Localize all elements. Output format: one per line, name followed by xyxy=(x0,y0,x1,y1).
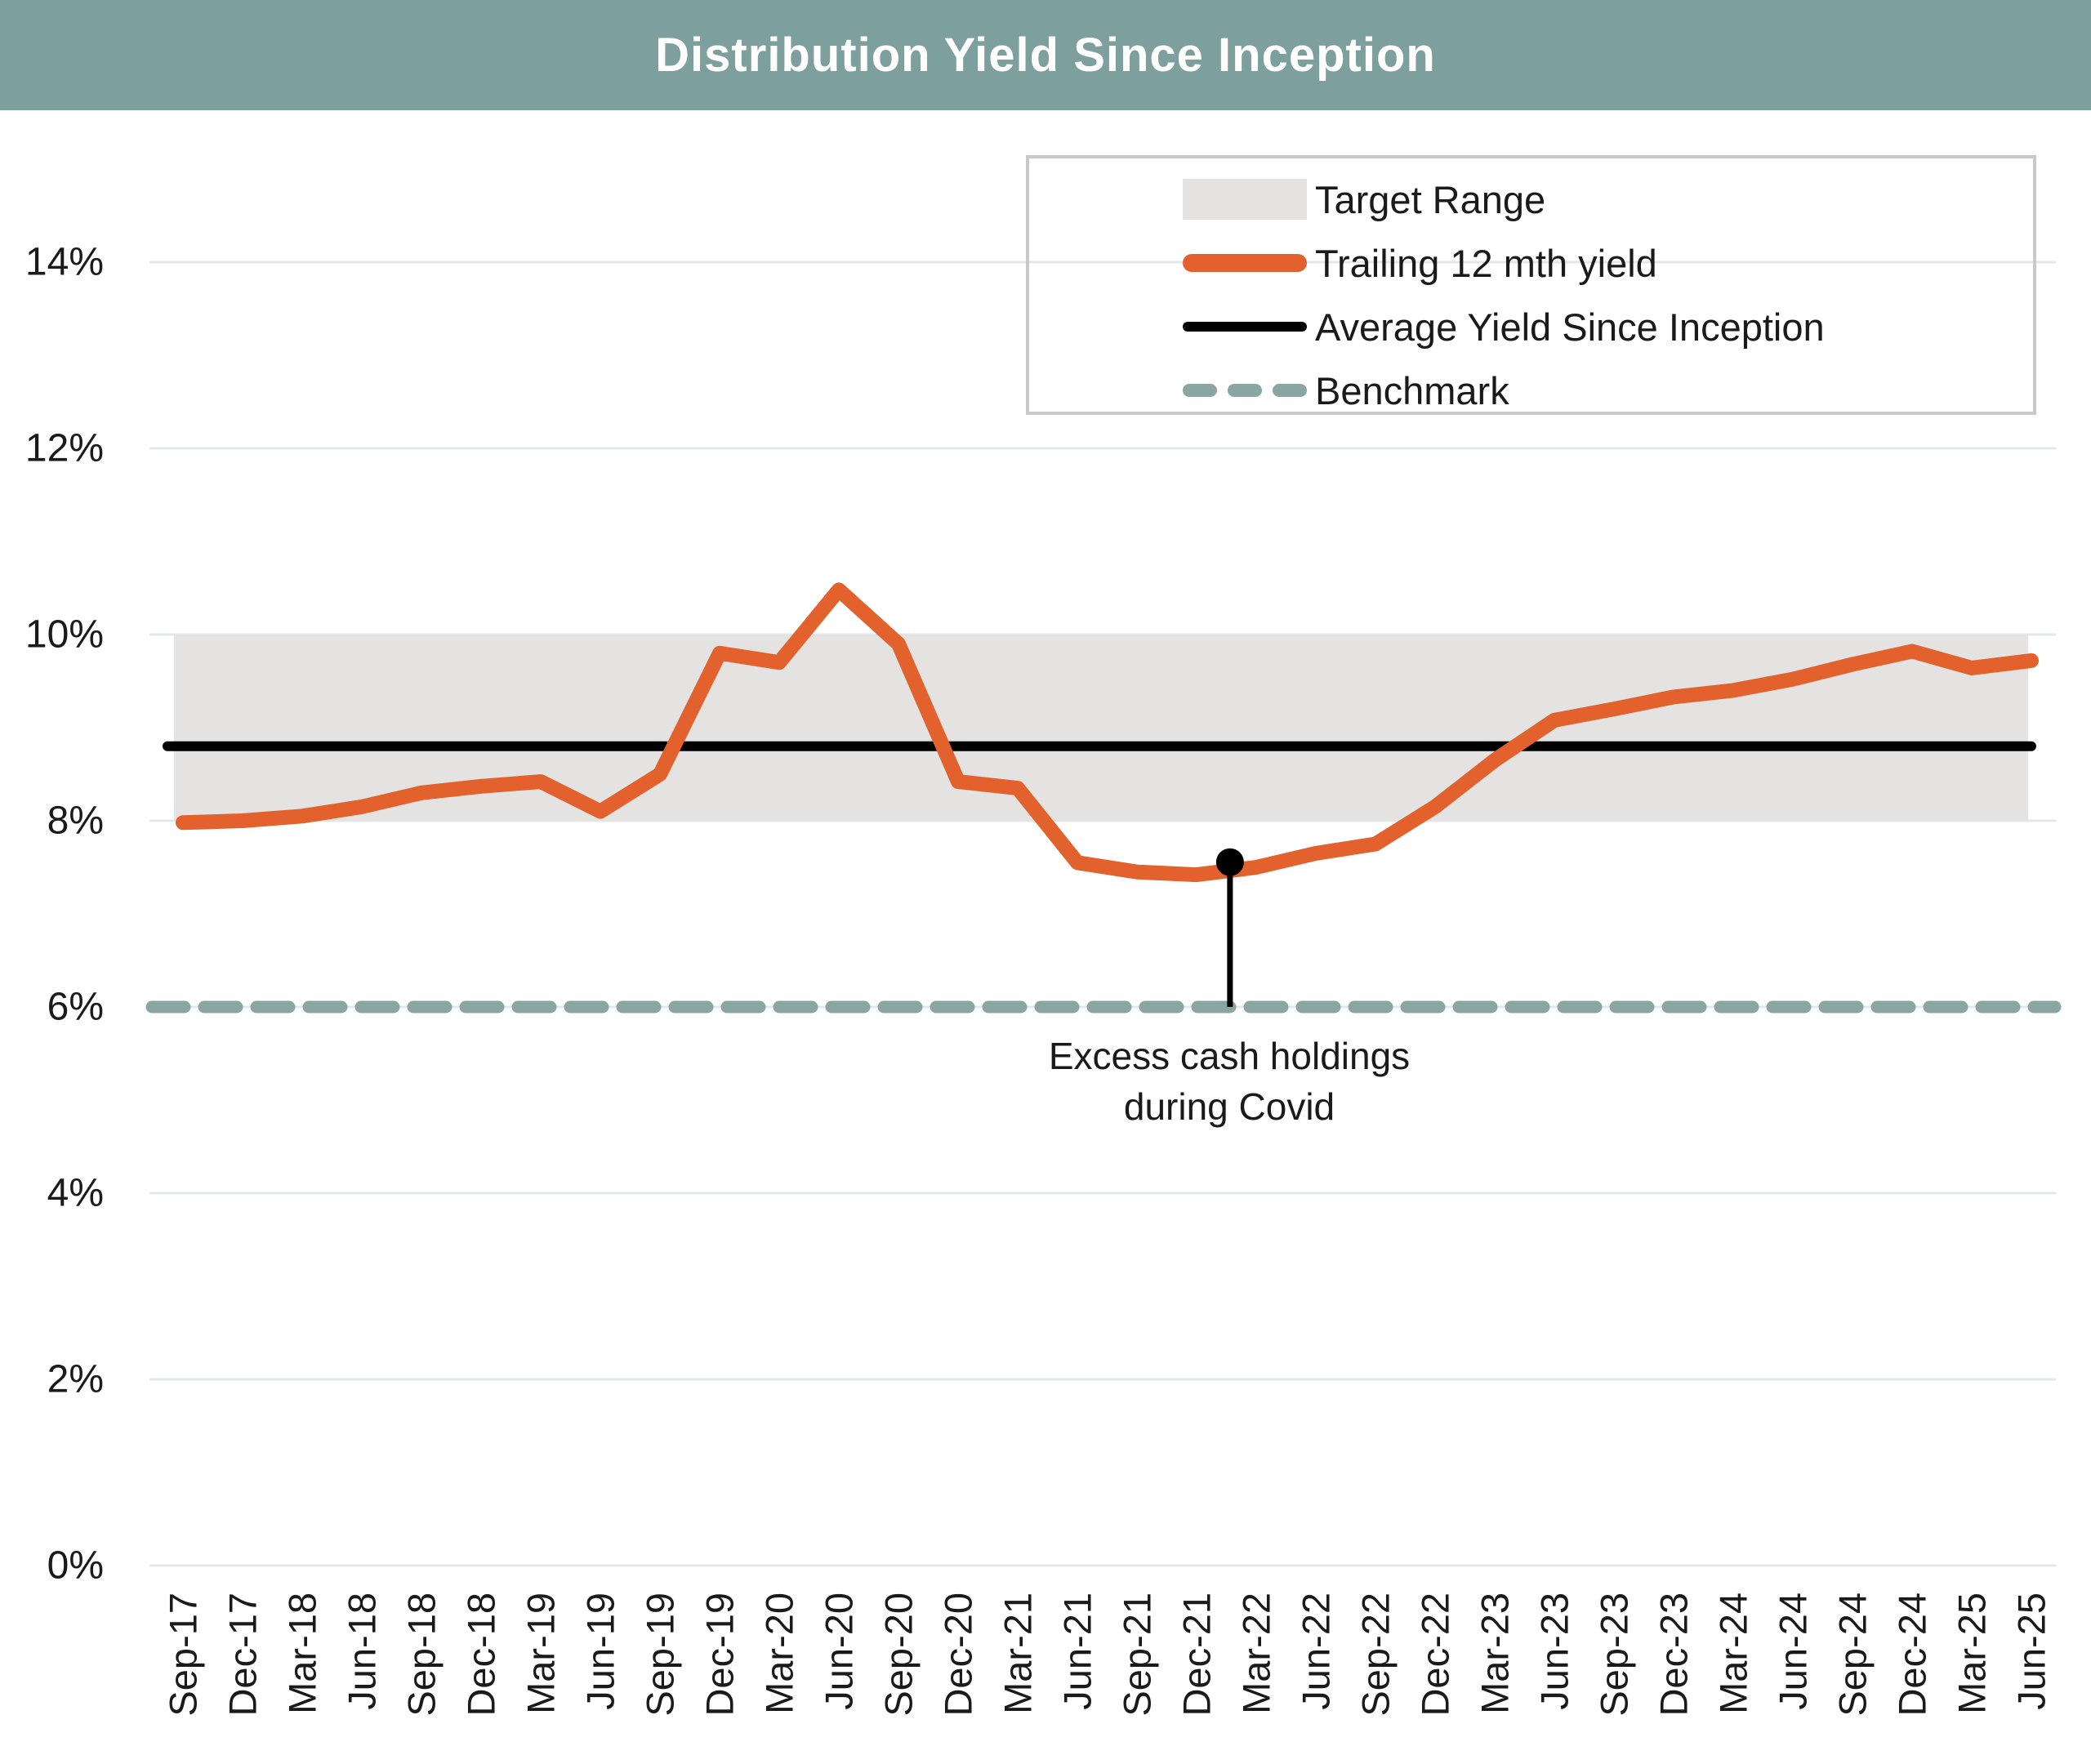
x-axis-tick-label: Sep-21 xyxy=(1116,1592,1159,1717)
gridlines xyxy=(149,261,2056,1567)
benchmark-swatch xyxy=(1183,384,1307,397)
y-axis-labels: 14% 12% 10% 8% 6% 4% 2% 0% xyxy=(25,241,104,1588)
x-axis-tick-label: Mar-22 xyxy=(1235,1592,1278,1714)
x-axis-tick-label: Sep-17 xyxy=(162,1592,205,1717)
y-axis-tick-label: 6% xyxy=(47,986,104,1029)
x-axis-tick-label: Mar-19 xyxy=(519,1592,563,1714)
x-axis-tick-label: Dec-23 xyxy=(1652,1592,1696,1717)
x-axis-tick-label: Jun-25 xyxy=(2010,1592,2053,1710)
annotation-marker-dot xyxy=(1215,848,1244,876)
annotation-text: Excess cash holdings during Covid xyxy=(903,1031,1556,1132)
x-axis-tick-label: Dec-24 xyxy=(1891,1592,1934,1717)
legend-label: Trailing 12 mth yield xyxy=(1315,241,1657,285)
x-axis-tick-label: Sep-19 xyxy=(639,1592,682,1717)
x-axis-tick-label: Dec-18 xyxy=(460,1592,503,1717)
x-axis-tick-label: Mar-25 xyxy=(1951,1592,1994,1714)
legend-label: Target Range xyxy=(1315,177,1546,221)
x-axis-labels: Sep-17 Dec-17 Mar-18 Jun-18 Sep-18 Dec-18 Mar-… xyxy=(162,1592,2053,1717)
legend: Target Range Trailing 12 mth yield Avera… xyxy=(1026,155,2036,415)
x-axis-tick-label: Jun-22 xyxy=(1295,1592,1338,1710)
annotation-pointer xyxy=(1215,848,1244,1007)
x-axis-tick-label: Dec-17 xyxy=(221,1592,265,1717)
x-axis-tick-label: Mar-23 xyxy=(1474,1592,1517,1714)
legend-label: Average Yield Since Inception xyxy=(1315,305,1825,349)
legend-item-target-range: Target Range xyxy=(1029,167,2033,232)
x-axis-tick-label: Jun-21 xyxy=(1056,1592,1099,1710)
legend-label: Benchmark xyxy=(1315,368,1509,412)
x-axis-tick-label: Mar-21 xyxy=(996,1592,1040,1714)
x-axis-tick-label: Mar-18 xyxy=(281,1592,324,1714)
annotation-line-2: during Covid xyxy=(1123,1085,1335,1128)
y-axis-tick-label: 10% xyxy=(25,613,104,657)
x-axis-tick-label: Dec-20 xyxy=(937,1592,980,1717)
annotation-line-1: Excess cash holdings xyxy=(1048,1035,1411,1077)
y-axis-tick-label: 12% xyxy=(25,427,104,470)
target-range-swatch xyxy=(1183,179,1307,220)
x-axis-tick-label: Dec-19 xyxy=(698,1592,742,1717)
y-axis-tick-label: 4% xyxy=(47,1172,104,1215)
x-axis-tick-label: Sep-22 xyxy=(1354,1592,1398,1717)
x-axis-tick-label: Sep-18 xyxy=(400,1592,444,1717)
x-axis-tick-label: Dec-21 xyxy=(1175,1592,1219,1717)
trailing-yield-line xyxy=(176,582,2039,883)
y-axis-tick-label: 8% xyxy=(47,800,104,843)
x-axis-tick-label: Jun-19 xyxy=(579,1592,622,1710)
legend-item-trailing-yield: Trailing 12 mth yield xyxy=(1029,230,2033,296)
x-axis-tick-label: Sep-23 xyxy=(1593,1592,1636,1717)
average-yield-swatch xyxy=(1183,322,1307,332)
x-axis-tick-label: Dec-22 xyxy=(1414,1592,1457,1717)
y-axis-tick-label: 14% xyxy=(25,241,104,284)
x-axis-tick-label: Jun-23 xyxy=(1533,1592,1576,1710)
trailing-yield-swatch xyxy=(1183,254,1307,272)
x-axis-tick-label: Jun-24 xyxy=(1772,1592,1815,1710)
x-axis-tick-label: Sep-20 xyxy=(877,1592,921,1717)
page-title: Distribution Yield Since Inception xyxy=(655,29,1436,82)
trailing-yield-path xyxy=(176,582,2039,883)
x-axis-tick-label: Mar-20 xyxy=(758,1592,801,1714)
chart-title-bar: Distribution Yield Since Inception xyxy=(0,0,2091,110)
y-axis-tick-label: 0% xyxy=(47,1544,104,1588)
x-axis-tick-label: Sep-24 xyxy=(1831,1592,1875,1717)
x-axis-tick-label: Jun-20 xyxy=(818,1592,861,1710)
legend-item-benchmark: Benchmark xyxy=(1029,358,2033,423)
y-axis-tick-label: 2% xyxy=(47,1358,104,1401)
legend-item-average-yield: Average Yield Since Inception xyxy=(1029,294,2033,359)
x-axis-tick-label: Mar-24 xyxy=(1712,1592,1755,1714)
x-axis-tick-label: Jun-18 xyxy=(341,1592,384,1710)
